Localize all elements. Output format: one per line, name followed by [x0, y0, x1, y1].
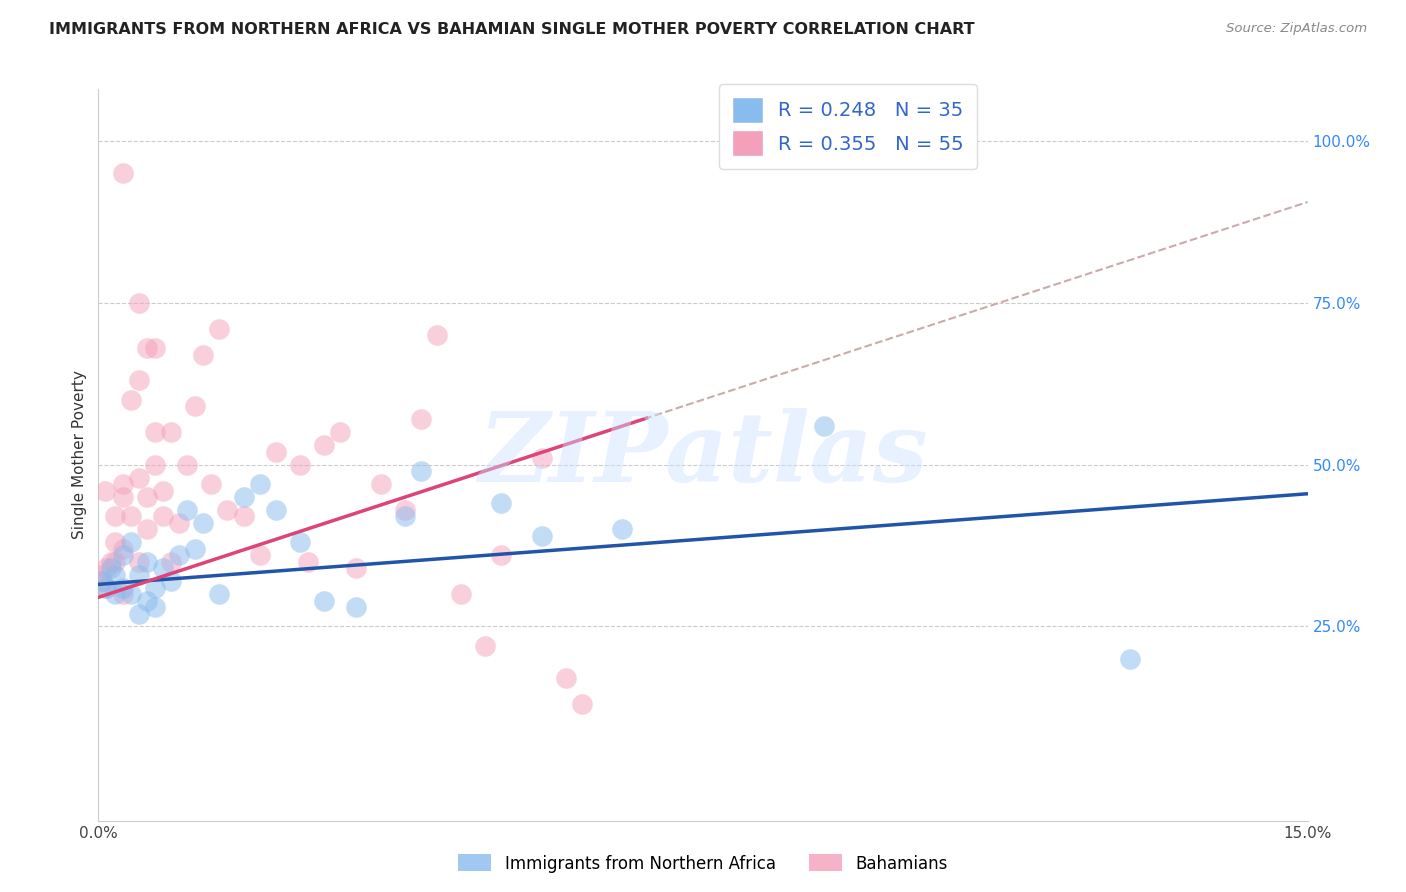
Point: [555, 671, 578, 685]
Point: [176, 458, 198, 472]
Point: [409, 412, 432, 426]
Point: [152, 561, 174, 575]
Point: [111, 477, 134, 491]
Point: [232, 490, 254, 504]
Point: [184, 400, 207, 414]
Point: [491, 548, 513, 562]
Point: [128, 567, 150, 582]
Point: [160, 555, 183, 569]
Legend: R = 0.248   N = 35, R = 0.355   N = 55: R = 0.248 N = 35, R = 0.355 N = 55: [720, 84, 977, 169]
Point: [370, 477, 392, 491]
Point: [94, 483, 117, 498]
Point: [135, 490, 157, 504]
Point: [208, 321, 231, 335]
Point: [288, 458, 311, 472]
Point: [96, 581, 118, 595]
Point: [128, 607, 150, 621]
Point: [143, 425, 166, 440]
Point: [143, 600, 166, 615]
Point: [160, 425, 183, 440]
Point: [530, 451, 553, 466]
Point: [217, 503, 239, 517]
Point: [200, 477, 222, 491]
Point: [474, 639, 496, 653]
Point: [111, 490, 134, 504]
Point: [111, 166, 134, 180]
Point: [409, 464, 432, 478]
Point: [160, 574, 183, 589]
Point: [120, 392, 142, 407]
Point: [103, 555, 125, 569]
Point: [143, 458, 166, 472]
Point: [329, 425, 352, 440]
Point: [193, 516, 215, 530]
Point: [314, 593, 336, 607]
Y-axis label: Single Mother Poverty: Single Mother Poverty: [72, 370, 87, 540]
Point: [264, 444, 287, 458]
Point: [571, 697, 593, 711]
Point: [167, 516, 190, 530]
Point: [288, 535, 311, 549]
Point: [426, 328, 449, 343]
Point: [128, 470, 150, 484]
Point: [450, 587, 472, 601]
Point: [193, 348, 215, 362]
Point: [612, 522, 634, 536]
Point: [103, 509, 125, 524]
Point: [100, 561, 122, 575]
Point: [208, 587, 231, 601]
Point: [96, 581, 118, 595]
Point: [344, 561, 367, 575]
Point: [111, 541, 134, 556]
Point: [111, 581, 134, 595]
Point: [96, 561, 118, 575]
Text: ZIPatlas: ZIPatlas: [478, 408, 928, 502]
Point: [120, 535, 142, 549]
Point: [344, 600, 367, 615]
Point: [249, 477, 271, 491]
Point: [91, 574, 114, 589]
Point: [264, 503, 287, 517]
Point: [314, 438, 336, 452]
Point: [120, 509, 142, 524]
Point: [176, 503, 198, 517]
Point: [128, 555, 150, 569]
Point: [232, 509, 254, 524]
Point: [394, 503, 416, 517]
Text: Source: ZipAtlas.com: Source: ZipAtlas.com: [1226, 22, 1367, 36]
Point: [143, 341, 166, 355]
Text: IMMIGRANTS FROM NORTHERN AFRICA VS BAHAMIAN SINGLE MOTHER POVERTY CORRELATION CH: IMMIGRANTS FROM NORTHERN AFRICA VS BAHAM…: [49, 22, 974, 37]
Legend: Immigrants from Northern Africa, Bahamians: Immigrants from Northern Africa, Bahamia…: [451, 847, 955, 880]
Point: [111, 587, 134, 601]
Point: [491, 496, 513, 510]
Point: [135, 593, 157, 607]
Point: [530, 529, 553, 543]
Point: [135, 555, 157, 569]
Point: [103, 535, 125, 549]
Point: [152, 483, 174, 498]
Point: [152, 509, 174, 524]
Point: [103, 567, 125, 582]
Point: [91, 574, 114, 589]
Point: [184, 541, 207, 556]
Point: [103, 587, 125, 601]
Point: [1119, 652, 1142, 666]
Point: [394, 509, 416, 524]
Point: [90, 567, 112, 582]
Point: [128, 374, 150, 388]
Point: [249, 548, 271, 562]
Point: [167, 548, 190, 562]
Point: [135, 522, 157, 536]
Point: [128, 295, 150, 310]
Point: [120, 587, 142, 601]
Point: [135, 341, 157, 355]
Point: [143, 581, 166, 595]
Point: [100, 555, 122, 569]
Point: [297, 555, 319, 569]
Point: [111, 548, 134, 562]
Point: [813, 418, 835, 433]
